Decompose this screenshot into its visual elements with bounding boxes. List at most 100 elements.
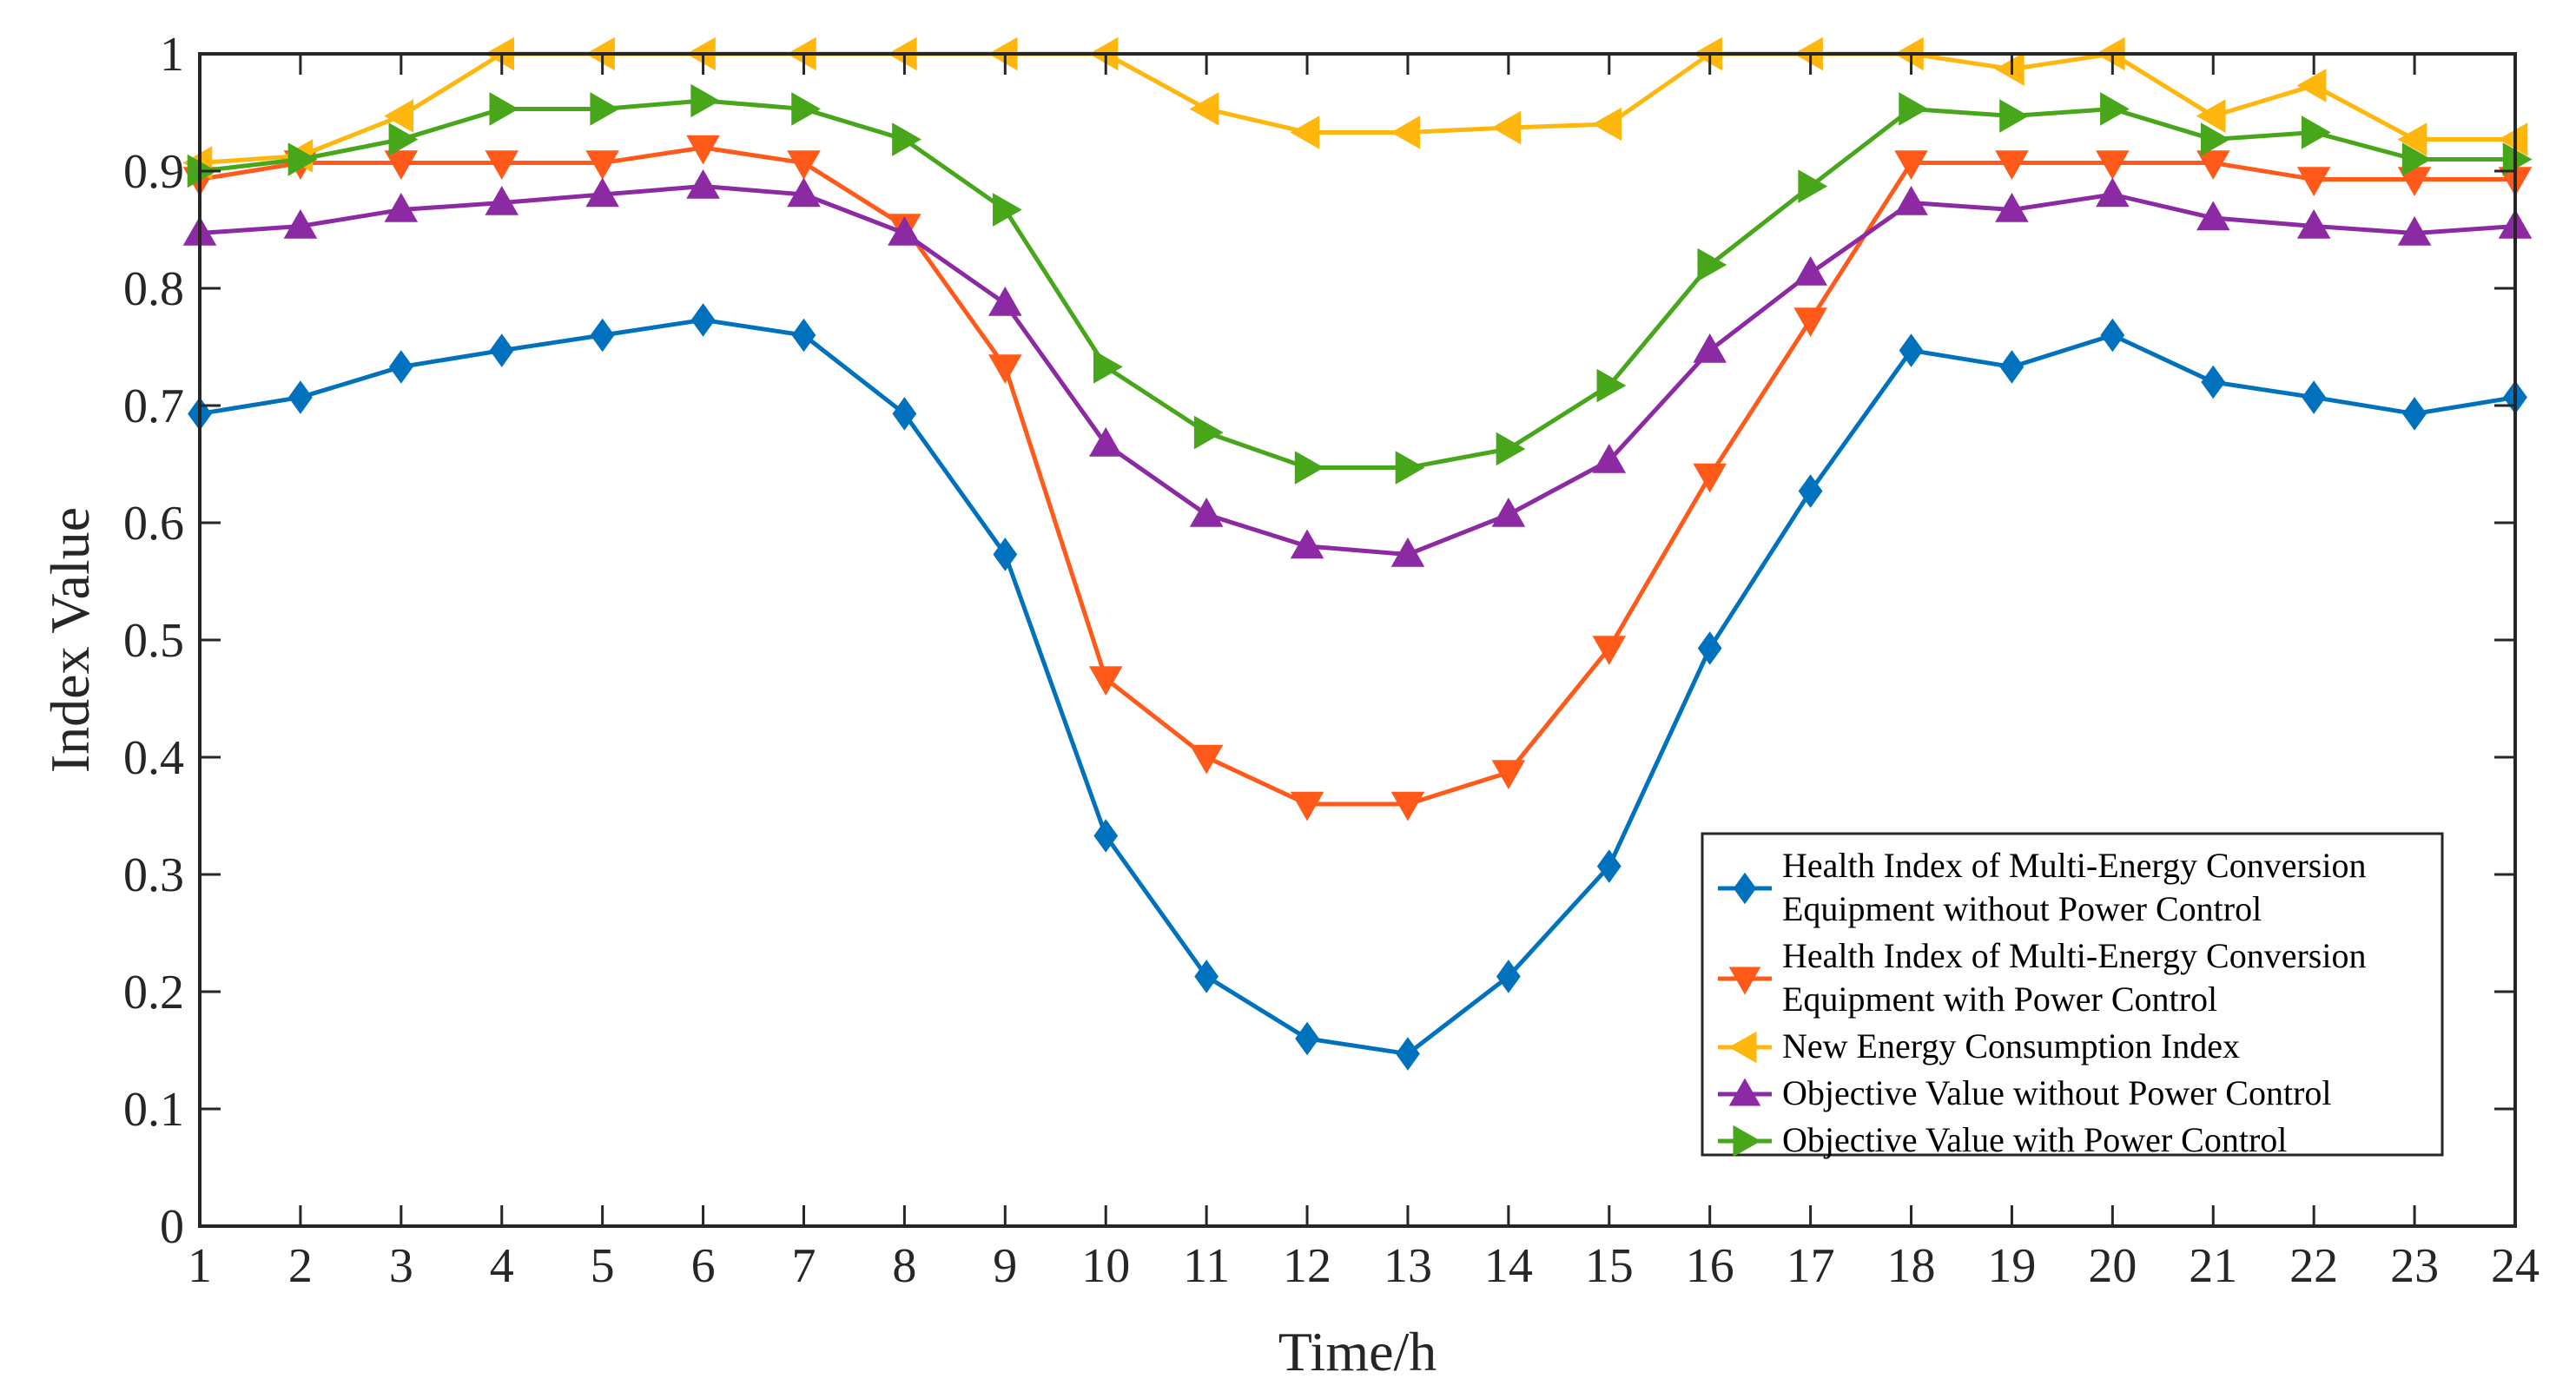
series-1-point [1194, 960, 1219, 993]
y-tick-label: 0.5 [123, 614, 184, 668]
series-1-point [1999, 350, 2024, 384]
series-4-point [2296, 208, 2331, 239]
series-2-point [1894, 150, 1928, 181]
series-4-point [2196, 201, 2230, 231]
series-5-point [1798, 169, 1828, 203]
x-tick-label: 19 [1987, 1239, 2036, 1293]
y-tick-label: 0.8 [123, 262, 184, 316]
legend-item-1: Health Index of Multi-Energy Conversion E… [1718, 846, 2366, 928]
series-2-point [2196, 150, 2230, 181]
series-2-point [2296, 167, 2331, 196]
series-3-point [1592, 107, 1622, 142]
axes-layer: 1 2 3 4 5 6 7 8 9 10 11 12 13 14 15 16 17 18 19 20 21 22 23 240… [123, 28, 2540, 1293]
series-4-point [988, 287, 1022, 316]
series-3-point [1994, 52, 2024, 86]
series-layer [182, 36, 2533, 1071]
y-tick-label: 0.2 [123, 966, 184, 1019]
legend-label: Equipment with Power Control [1782, 980, 2217, 1019]
x-tick-label: 11 [1183, 1239, 1230, 1293]
series-4-point [1793, 255, 1827, 286]
x-tick-label: 4 [490, 1239, 514, 1293]
series-3-point [2296, 69, 2327, 102]
y-tick-label: 0.6 [123, 497, 184, 551]
series-4-point [2096, 177, 2130, 208]
series-2-point [1390, 791, 1425, 821]
series-1-point [892, 397, 917, 431]
series-5-point [590, 92, 620, 126]
series-5-point [388, 122, 419, 156]
series-5-point [993, 193, 1022, 227]
series-5-point [2100, 92, 2130, 126]
series-3-point [384, 99, 414, 133]
legend-swatch-marker [1728, 966, 1761, 995]
y-tick-label: 0.9 [123, 145, 184, 199]
legend-label: Health Index of Multi-Energy Conversion [1782, 846, 2366, 885]
series-1-point [1697, 631, 1722, 665]
series-1-point [993, 538, 1018, 571]
series-5-point [1193, 415, 1224, 450]
series-2-point [686, 135, 720, 165]
series-1-point [489, 333, 514, 367]
x-tick-label: 16 [1686, 1239, 1734, 1293]
series-2-point [585, 150, 619, 181]
series-4-point [1390, 537, 1425, 567]
series-5-point [2401, 142, 2432, 176]
series-2-point [1592, 636, 1627, 665]
series-4-point [485, 185, 519, 215]
series-2-point [1995, 150, 2029, 181]
series-2-point [787, 150, 821, 181]
legend-label: New Energy Consumption Index [1782, 1026, 2240, 1065]
series-1-point [1496, 960, 1521, 993]
x-tick-label: 9 [993, 1239, 1017, 1293]
x-tick-label: 14 [1484, 1239, 1533, 1293]
series-1-point [791, 318, 816, 353]
x-tick-label: 24 [2491, 1239, 2540, 1293]
series-2-point [988, 354, 1022, 384]
series-5-point [1999, 99, 2029, 133]
series-3-point [2498, 122, 2528, 156]
y-tick-label: 0.1 [123, 1083, 184, 1137]
series-1-point [1899, 333, 1924, 367]
legend: Health Index of Multi-Energy Conversion E… [1701, 832, 2444, 1159]
series-2-point [1189, 744, 1224, 775]
series-5-point [690, 83, 721, 118]
series-5-point [2502, 142, 2533, 176]
series-5-point [1395, 451, 1425, 485]
series-5-point [791, 92, 821, 126]
series-1-point [690, 303, 716, 337]
series-4-point [1088, 427, 1123, 457]
x-tick-label: 12 [1283, 1239, 1331, 1293]
series-4-point [1592, 443, 1627, 473]
series-1-point [2402, 397, 2427, 431]
y-tick-label: 0.3 [123, 848, 184, 902]
series-4-point [384, 193, 419, 222]
x-tick-label: 8 [892, 1239, 916, 1293]
legend-swatch-marker [1728, 1078, 1761, 1106]
x-tick-label: 23 [2390, 1239, 2439, 1293]
y-tick-label: 1 [160, 28, 184, 82]
legend-item-4: Objective Value without Power Control [1718, 1073, 2332, 1112]
series-2 [182, 135, 2533, 821]
series-4-line [197, 184, 2518, 557]
x-tick-label: 7 [791, 1239, 816, 1293]
series-2-line [197, 145, 2518, 807]
x-tick-label: 17 [1787, 1239, 1835, 1293]
series-2-point [1088, 666, 1123, 696]
x-tick-label: 22 [2289, 1239, 2338, 1293]
series-1 [188, 303, 2527, 1071]
series-4-point [1189, 498, 1224, 527]
legend-item-5: Objective Value with Power Control [1718, 1120, 2287, 1159]
series-5-point [287, 142, 318, 176]
series-1-point [388, 350, 413, 384]
series-4-point [585, 177, 619, 208]
series-1-point [590, 318, 615, 353]
x-tick-label: 15 [1585, 1239, 1634, 1293]
series-4-point [787, 177, 821, 208]
y-axis-title: Index Value [39, 507, 101, 773]
series-4 [182, 169, 2533, 567]
series-1-line [197, 317, 2518, 1057]
series-2-point [2096, 150, 2130, 181]
legend-label: Objective Value with Power Control [1782, 1120, 2287, 1159]
series-5-point [2301, 115, 2331, 149]
